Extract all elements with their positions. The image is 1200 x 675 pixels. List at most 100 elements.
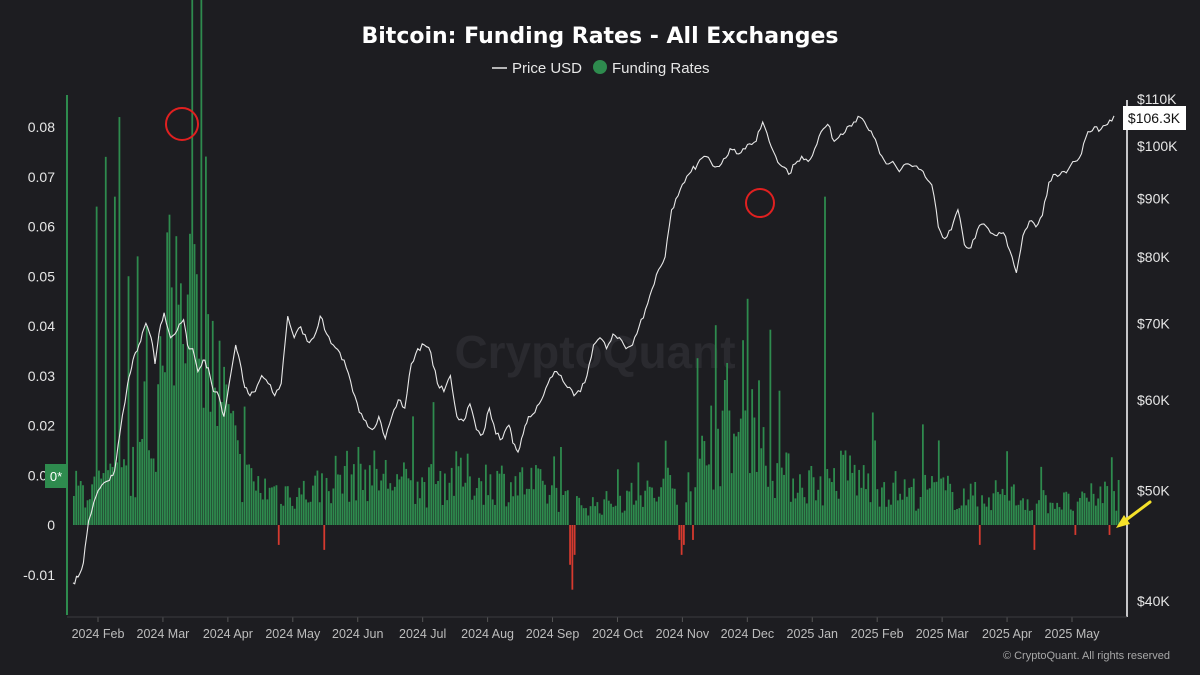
funding-bar: [264, 478, 266, 525]
funding-bar: [437, 480, 439, 525]
funding-bar: [855, 495, 858, 525]
funding-bar: [466, 453, 469, 525]
funding-bar: [375, 468, 378, 525]
funding-bar: [810, 465, 813, 525]
x-tick-label: 2025 Feb: [851, 627, 904, 641]
funding-bar: [127, 276, 130, 525]
funding-bar: [209, 411, 212, 525]
funding-bar: [851, 472, 854, 525]
current-price-badge-bg: [1123, 106, 1186, 130]
funding-bar: [82, 485, 84, 525]
funding-bar: [1067, 493, 1070, 525]
x-tick-label: 2024 Jun: [332, 627, 383, 641]
funding-bar: [207, 314, 210, 525]
funding-bar: [134, 497, 137, 525]
funding-bar: [346, 450, 348, 525]
funding-bar: [403, 462, 405, 525]
funding-bar: [867, 473, 870, 525]
funding-bar: [473, 495, 476, 525]
funding-bar: [630, 482, 633, 525]
funding-bar: [277, 525, 280, 545]
funding-bar: [107, 470, 109, 525]
funding-bar: [1110, 457, 1113, 525]
funding-bar: [723, 380, 726, 525]
funding-bar: [198, 358, 200, 525]
x-tick-label: 2024 Oct: [592, 627, 643, 641]
funding-bar: [409, 480, 412, 525]
funding-bar: [598, 513, 601, 525]
funding-bar: [161, 365, 164, 525]
funding-bar: [252, 481, 255, 525]
funding-bar: [428, 467, 430, 525]
arrow-head-icon: [1116, 515, 1130, 528]
funding-bar: [997, 491, 999, 525]
legend-funding-label[interactable]: Funding Rates: [612, 60, 710, 77]
funding-bar: [956, 509, 958, 525]
funding-bar: [125, 465, 128, 525]
funding-bar: [933, 482, 936, 525]
funding-bar: [555, 487, 558, 525]
funding-bar: [717, 428, 719, 525]
funding-bar: [521, 467, 524, 525]
funding-bar: [978, 525, 981, 545]
funding-bar: [275, 485, 278, 525]
funding-bar: [596, 502, 599, 525]
funding-bar: [371, 485, 373, 525]
left-tick-label: 0: [47, 517, 55, 533]
funding-bar: [924, 474, 927, 525]
funding-bar: [885, 506, 888, 525]
funding-bar: [113, 196, 116, 525]
funding-bar: [589, 506, 592, 525]
funding-bar: [901, 499, 904, 525]
funding-bar: [935, 481, 938, 525]
funding-bar: [129, 495, 132, 525]
funding-bar: [657, 496, 660, 525]
funding-bar: [958, 508, 961, 525]
funding-bar: [469, 476, 471, 525]
funding-bar: [881, 487, 883, 525]
funding-bar: [1010, 486, 1013, 525]
funding-bar: [787, 453, 790, 525]
funding-bar: [337, 474, 339, 525]
funding-bar: [364, 469, 367, 525]
legend-price-label[interactable]: Price USD: [512, 60, 582, 77]
funding-bar: [382, 473, 385, 525]
funding-bar: [305, 499, 307, 525]
funding-bar: [318, 502, 321, 525]
funding-bar: [660, 487, 663, 525]
funding-bar: [894, 471, 897, 525]
funding-bar: [241, 502, 244, 525]
funding-bar: [803, 497, 806, 525]
funding-bar: [266, 499, 269, 525]
funding-bar: [967, 499, 970, 525]
funding-bar: [100, 478, 103, 525]
funding-bar: [1063, 492, 1065, 525]
funding-bar: [391, 490, 394, 525]
funding-bar: [218, 340, 221, 525]
funding-bar: [389, 483, 392, 525]
right-tick-label: $50K: [1137, 482, 1170, 498]
funding-bar: [860, 487, 863, 525]
funding-bar: [664, 440, 667, 525]
funding-bar: [733, 433, 735, 525]
funding-bar: [86, 500, 89, 525]
funding-bar: [357, 446, 360, 525]
funding-bar: [696, 358, 699, 525]
funding-bar: [876, 489, 879, 525]
funding-bar: [109, 463, 112, 525]
funding-bar: [644, 490, 647, 525]
funding-bar: [325, 477, 328, 525]
funding-bar: [789, 501, 792, 525]
funding-bar: [202, 407, 205, 525]
funding-bar: [742, 340, 744, 525]
funding-bar: [1092, 493, 1095, 525]
funding-bar: [607, 500, 610, 525]
funding-bar: [899, 493, 901, 525]
right-tick-label: $100K: [1137, 138, 1178, 154]
funding-bar: [999, 494, 1002, 525]
funding-bar: [623, 510, 626, 525]
funding-bar: [1085, 497, 1088, 525]
funding-bar: [815, 500, 817, 525]
x-tick-label: 2024 Mar: [137, 627, 190, 641]
funding-bar: [610, 503, 612, 525]
